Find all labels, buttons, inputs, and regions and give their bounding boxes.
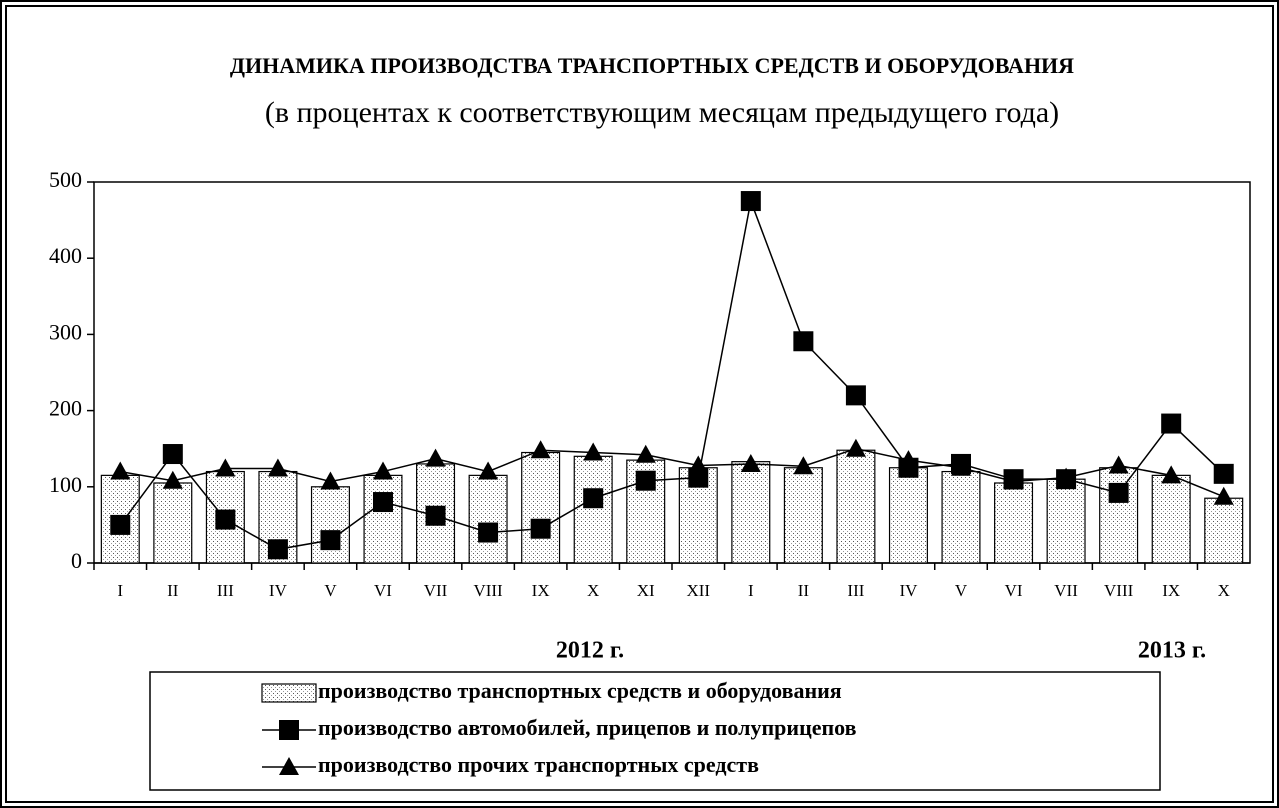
marker-triangle bbox=[583, 442, 604, 461]
marker-triangle bbox=[1213, 486, 1234, 505]
marker-square bbox=[162, 444, 183, 465]
bar bbox=[573, 455, 613, 564]
y-tick-label: 0 bbox=[71, 548, 82, 573]
x-tick-label: XI bbox=[637, 581, 655, 600]
marker-triangle bbox=[320, 471, 341, 490]
x-tick-label: X bbox=[1218, 581, 1230, 600]
marker-triangle bbox=[279, 757, 299, 775]
x-tick-label: VI bbox=[374, 581, 392, 600]
bar bbox=[310, 486, 350, 564]
bar bbox=[468, 474, 508, 564]
x-tick-label: VIII bbox=[473, 581, 503, 600]
marker-square bbox=[635, 470, 656, 491]
marker-square bbox=[425, 505, 446, 526]
marker-square bbox=[1213, 463, 1234, 484]
legend-label: производство прочих транспортных средств bbox=[318, 752, 759, 777]
y-tick-label: 100 bbox=[49, 472, 82, 497]
marker-square bbox=[740, 191, 761, 212]
bar bbox=[994, 482, 1034, 564]
marker-square bbox=[373, 492, 393, 513]
chart-title: ДИНАМИКА ПРОИЗВОДСТВА ТРАНСПОРТНЫХ СРЕДС… bbox=[230, 53, 1074, 78]
marker-triangle bbox=[215, 458, 236, 477]
x-tick-label: XII bbox=[686, 581, 710, 600]
x-tick-label: II bbox=[798, 581, 810, 600]
bar bbox=[941, 470, 981, 564]
legend-swatch bbox=[261, 683, 317, 703]
marker-triangle bbox=[1108, 455, 1129, 474]
chart-subtitle: (в процентах к соответствующим месяцам п… bbox=[265, 96, 1059, 129]
y-tick-label: 200 bbox=[49, 396, 82, 421]
x-tick-label: IV bbox=[899, 581, 918, 600]
x-tick-label: VI bbox=[1005, 581, 1023, 600]
marker-triangle bbox=[530, 440, 551, 459]
bar bbox=[836, 449, 876, 564]
marker-square bbox=[845, 385, 866, 406]
bar bbox=[521, 451, 561, 564]
bar bbox=[783, 467, 823, 564]
marker-triangle bbox=[740, 453, 761, 472]
marker-triangle bbox=[951, 457, 971, 476]
x-tick-label: V bbox=[955, 581, 968, 600]
marker-triangle bbox=[1003, 471, 1024, 490]
marker-square bbox=[110, 514, 131, 535]
x-tick-label: IX bbox=[532, 581, 550, 600]
marker-square bbox=[530, 518, 551, 539]
x-tick-label: II bbox=[167, 581, 179, 600]
marker-triangle bbox=[267, 458, 288, 477]
marker-triangle bbox=[898, 450, 919, 469]
bar bbox=[1099, 467, 1139, 564]
bar bbox=[1151, 474, 1191, 564]
bar bbox=[888, 467, 928, 564]
marker-triangle bbox=[425, 448, 446, 467]
marker-triangle bbox=[478, 461, 499, 480]
marker-triangle bbox=[373, 461, 393, 480]
x-tick-label: V bbox=[324, 581, 337, 600]
legend-label: производство транспортных средств и обор… bbox=[318, 678, 842, 703]
marker-triangle bbox=[1056, 467, 1077, 486]
x-tick-label: VII bbox=[1054, 581, 1078, 600]
x-tick-label: III bbox=[847, 581, 864, 600]
marker-square bbox=[583, 488, 604, 509]
bar bbox=[731, 461, 771, 564]
marker-triangle bbox=[162, 470, 183, 489]
marker-triangle bbox=[845, 438, 866, 457]
x-tick-label: VIII bbox=[1104, 581, 1134, 600]
x-tick-label: I bbox=[748, 581, 754, 600]
x-tick-label: I bbox=[117, 581, 123, 600]
legend-label: производство автомобилей, прицепов и пол… bbox=[318, 715, 857, 740]
marker-square bbox=[320, 530, 341, 551]
marker-square bbox=[1161, 413, 1182, 434]
annotation: 2013 г. bbox=[1138, 638, 1206, 664]
marker-triangle bbox=[1161, 465, 1182, 484]
marker-triangle bbox=[688, 455, 709, 474]
marker-square bbox=[215, 509, 236, 530]
y-tick-label: 500 bbox=[49, 167, 82, 192]
marker-triangle bbox=[635, 444, 656, 463]
marker-square bbox=[279, 720, 299, 740]
line bbox=[120, 447, 1225, 498]
marker-triangle bbox=[110, 461, 131, 480]
marker-triangle bbox=[793, 456, 814, 475]
bar bbox=[1204, 497, 1244, 564]
legend-box bbox=[149, 671, 1161, 791]
bar bbox=[1046, 478, 1086, 564]
marker-square bbox=[267, 539, 288, 560]
annotation: 2012 г. bbox=[556, 638, 624, 664]
y-tick-label: 300 bbox=[49, 319, 82, 344]
marker-square bbox=[478, 522, 499, 543]
bar bbox=[363, 474, 403, 564]
x-tick-label: VII bbox=[424, 581, 448, 600]
y-tick-label: 400 bbox=[49, 243, 82, 268]
x-tick-label: IX bbox=[1162, 581, 1180, 600]
bar bbox=[153, 482, 193, 564]
marker-square bbox=[1108, 482, 1129, 503]
marker-square bbox=[793, 331, 814, 352]
x-tick-label: X bbox=[587, 581, 599, 600]
x-tick-label: IV bbox=[269, 581, 288, 600]
x-tick-label: III bbox=[217, 581, 234, 600]
